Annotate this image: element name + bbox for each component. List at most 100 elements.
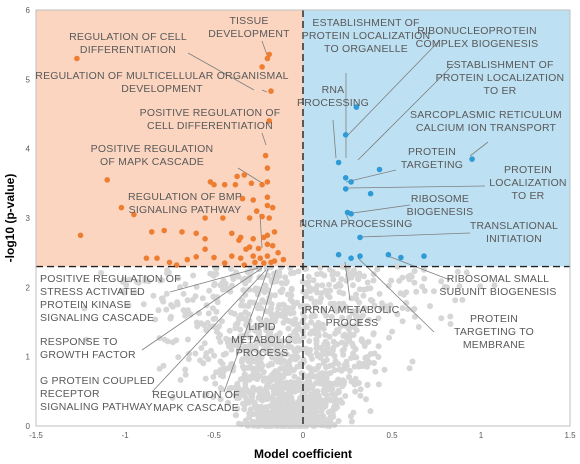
background-point: [463, 269, 470, 276]
data-point: [398, 254, 404, 261]
background-point: [367, 351, 374, 357]
background-point: [298, 401, 305, 408]
background-point: [276, 269, 283, 276]
annotation-label: REGULATION OF MAPK CASCADE: [152, 389, 240, 414]
background-point: [346, 333, 353, 340]
background-point: [315, 403, 322, 410]
annotation-line: COMPLEX BIOGENESIS: [416, 38, 539, 50]
background-point: [283, 278, 290, 285]
background-point: [285, 385, 291, 392]
background-point: [205, 310, 212, 317]
background-point: [245, 327, 252, 334]
background-point: [419, 283, 426, 290]
background-point: [192, 350, 199, 357]
background-point: [263, 349, 270, 356]
background-point: [261, 410, 268, 416]
background-point: [228, 361, 235, 368]
background-point: [261, 299, 268, 305]
background-point: [165, 269, 172, 276]
background-point: [340, 300, 347, 307]
annotation-label: TISSUE DEVELOPMENT: [208, 15, 290, 40]
annotation-line: PROTEIN: [408, 146, 456, 158]
background-point: [199, 295, 206, 302]
annotation-line: PROTEIN LOCALIZATION: [436, 72, 565, 84]
background-point: [272, 292, 278, 299]
data-point: [250, 253, 256, 259]
background-point: [339, 263, 346, 270]
y-tick-label: 0: [26, 422, 31, 431]
background-point: [225, 399, 232, 406]
annotation-label: POSITIVE REGULATION OF CELL DIFFERENTIATI…: [140, 107, 281, 132]
data-point: [220, 215, 226, 221]
background-point: [360, 312, 366, 319]
background-point: [411, 313, 418, 320]
background-point: [279, 338, 286, 345]
x-axis-label: Model coefficient: [254, 447, 352, 461]
background-point: [251, 402, 258, 409]
background-point: [318, 290, 325, 297]
background-point: [351, 363, 358, 370]
background-point: [132, 289, 138, 296]
leader-line: [387, 255, 451, 281]
annotation-label: RIBONUCLEOPROTEIN COMPLEX BIOGENESIS: [416, 25, 539, 50]
background-point: [278, 396, 285, 403]
data-point: [221, 260, 228, 266]
background-point: [339, 383, 346, 390]
background-point: [370, 331, 377, 338]
data-point: [154, 255, 160, 261]
leader-line: [469, 141, 489, 157]
background-point: [362, 354, 369, 361]
background-point: [175, 275, 182, 282]
data-point: [221, 181, 228, 188]
leader-line: [357, 63, 455, 161]
background-point: [264, 396, 271, 403]
data-point: [259, 64, 265, 70]
annotation-line: PROTEIN: [504, 164, 552, 176]
background-point: [281, 350, 288, 357]
annotation-line: SARCOPLASMIC RETICULUM: [410, 109, 562, 121]
annotation-label: REGULATION OF CELL DIFFERENTIATION: [69, 31, 187, 56]
y-tick-label: 6: [26, 6, 31, 15]
background-point: [184, 336, 191, 343]
background-point: [169, 339, 176, 346]
background-point: [411, 305, 418, 312]
annotation-label: SARCOPLASMIC RETICULUM CALCIUM ION TRANSP…: [410, 109, 562, 134]
background-point: [220, 369, 227, 376]
background-point: [126, 276, 133, 283]
data-point: [229, 230, 235, 237]
annotation-line: TISSUE: [229, 15, 268, 27]
background-point: [267, 378, 274, 384]
background-point: [210, 394, 217, 400]
annotation-line: RIBOSOMAL SMALL: [447, 273, 549, 285]
background-point: [252, 422, 259, 429]
background-point: [140, 301, 147, 308]
background-point: [255, 338, 262, 345]
background-point: [184, 297, 191, 304]
background-point: [232, 412, 239, 419]
annotation-label: PROTEIN TARGETING TO MEMBRANE: [454, 313, 534, 351]
leader-line: [347, 39, 441, 136]
data-point: [131, 211, 137, 218]
annotation-line: RESPONSE TO: [40, 336, 118, 348]
data-point: [367, 190, 374, 197]
data-point: [234, 173, 240, 180]
background-point: [357, 392, 364, 399]
background-point: [248, 392, 255, 399]
data-point: [266, 51, 273, 58]
background-point: [332, 283, 339, 290]
data-point: [257, 255, 264, 261]
y-tick-label: 5: [26, 75, 31, 84]
x-tick-label: -0.5: [207, 431, 221, 440]
leader-line: [223, 268, 269, 393]
background-point: [291, 269, 297, 276]
annotation-line: REGULATION OF BMP: [128, 191, 242, 203]
annotation-label: RESPONSE TO GROWTH FACTOR: [40, 336, 136, 361]
y-tick-label: 2: [26, 283, 31, 292]
background-point: [159, 277, 165, 284]
background-point: [396, 277, 403, 284]
background-point: [238, 302, 244, 309]
data-point: [166, 259, 173, 266]
data-point: [264, 194, 271, 200]
background-point: [364, 381, 371, 388]
series-positive-significant: [335, 104, 475, 261]
